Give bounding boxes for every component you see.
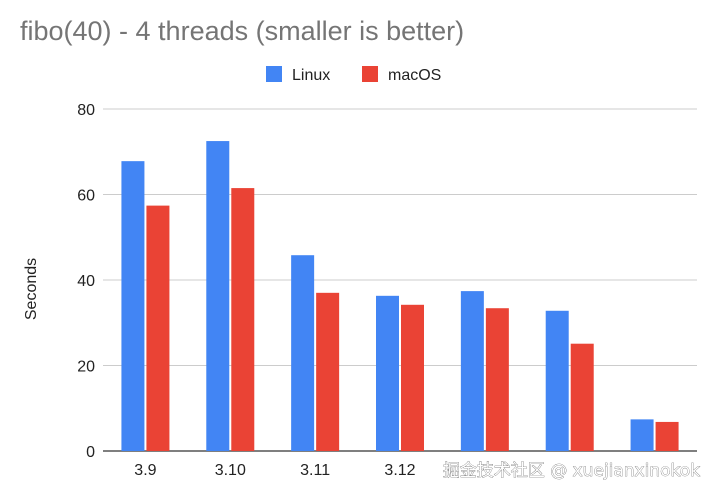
bar-macos-3.11 xyxy=(316,292,340,451)
bar-macos-3.10 xyxy=(231,188,255,451)
bar-macos-3.9 xyxy=(146,205,170,451)
gridlines xyxy=(103,108,697,452)
legend-swatch-linux xyxy=(266,66,282,82)
y-tick-label: 60 xyxy=(77,188,95,205)
bar-linux-3.14 xyxy=(545,310,569,451)
legend-label-macos: macOS xyxy=(388,67,441,84)
x-tick-label: 3.9 xyxy=(134,462,156,479)
bar-linux-3.13 xyxy=(460,291,484,451)
y-tick-labels: 0 20 40 60 80 xyxy=(77,102,95,461)
x-tick-label: 3.11 xyxy=(300,462,330,479)
y-tick-label: 80 xyxy=(77,102,95,119)
bar-macos-3.12 xyxy=(401,304,424,451)
bar-linux-3.10 xyxy=(206,141,230,451)
x-tick-label: 3.12 xyxy=(384,462,415,479)
x-tick-label: 3.10 xyxy=(215,462,246,479)
chart-title: fibo(40) - 4 threads (smaller is better) xyxy=(20,16,465,46)
y-tick-label: 0 xyxy=(86,444,95,461)
bar-macos-3.13 xyxy=(485,308,509,451)
legend: Linux macOS xyxy=(266,66,441,84)
y-axis-label: Seconds xyxy=(23,258,40,320)
legend-swatch-macos xyxy=(362,66,378,82)
x-tick-labels: 3.9 3.10 3.11 3.12 xyxy=(134,462,415,479)
bars xyxy=(121,141,679,451)
bar-macos-3.14 xyxy=(570,343,594,451)
y-tick-label: 20 xyxy=(77,359,95,376)
bar-linux-3.11 xyxy=(291,255,315,451)
bar-linux-3.14t xyxy=(630,419,654,451)
legend-label-linux: Linux xyxy=(292,67,330,84)
bar-linux-3.9 xyxy=(121,161,145,451)
bar-macos-3.14t xyxy=(655,421,679,451)
watermark: 掘金技术社区 @ xuejianxinokok xyxy=(443,461,700,481)
bar-linux-3.12 xyxy=(376,295,399,451)
y-tick-label: 40 xyxy=(77,273,95,290)
